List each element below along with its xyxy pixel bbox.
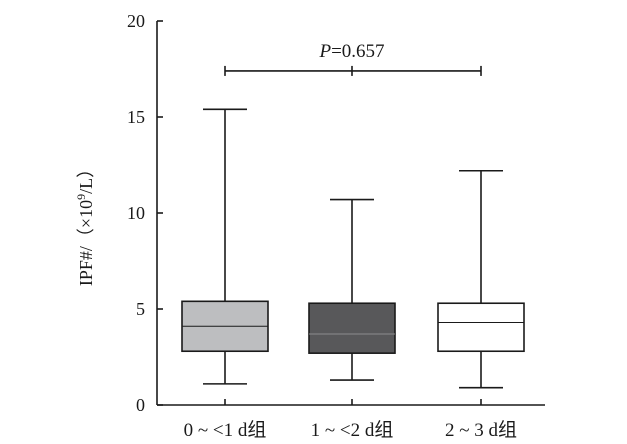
y-title-suffix: /L） — [76, 160, 96, 194]
x-category-label: 2 ~ 3 d组 — [445, 419, 517, 441]
box-2 — [308, 198, 396, 381]
box-3 — [437, 169, 525, 389]
p-value-text: =0.657 — [331, 41, 384, 62]
x-category-label: 0 ~ <1 d组 — [184, 419, 267, 441]
y-axis-title: IPF#/（×109/L） — [74, 160, 96, 286]
y-title-prefix: IPF#/（×10 — [76, 200, 96, 286]
p-symbol: P — [318, 41, 331, 62]
y-axis-ticks: 0 5 10 15 20 — [127, 11, 163, 415]
iqr-box — [308, 302, 396, 354]
y-tick-label: 20 — [127, 11, 145, 31]
box-series — [181, 108, 525, 405]
y-tick-label: 0 — [136, 395, 145, 415]
y-tick-label: 5 — [136, 299, 145, 319]
y-tick-label: 15 — [127, 107, 145, 127]
iqr-box — [437, 302, 525, 353]
y-tick-label: 10 — [127, 203, 145, 223]
box-1 — [181, 108, 269, 385]
significance-bracket: P=0.657 — [224, 41, 482, 76]
p-value-label: P=0.657 — [318, 41, 384, 62]
y-title-exponent: 9 — [74, 194, 88, 200]
x-axis-labels: 0 ~ <1 d组 1 ~ <2 d组 2 ~ 3 d组 — [184, 419, 517, 441]
x-category-label: 1 ~ <2 d组 — [311, 419, 394, 441]
